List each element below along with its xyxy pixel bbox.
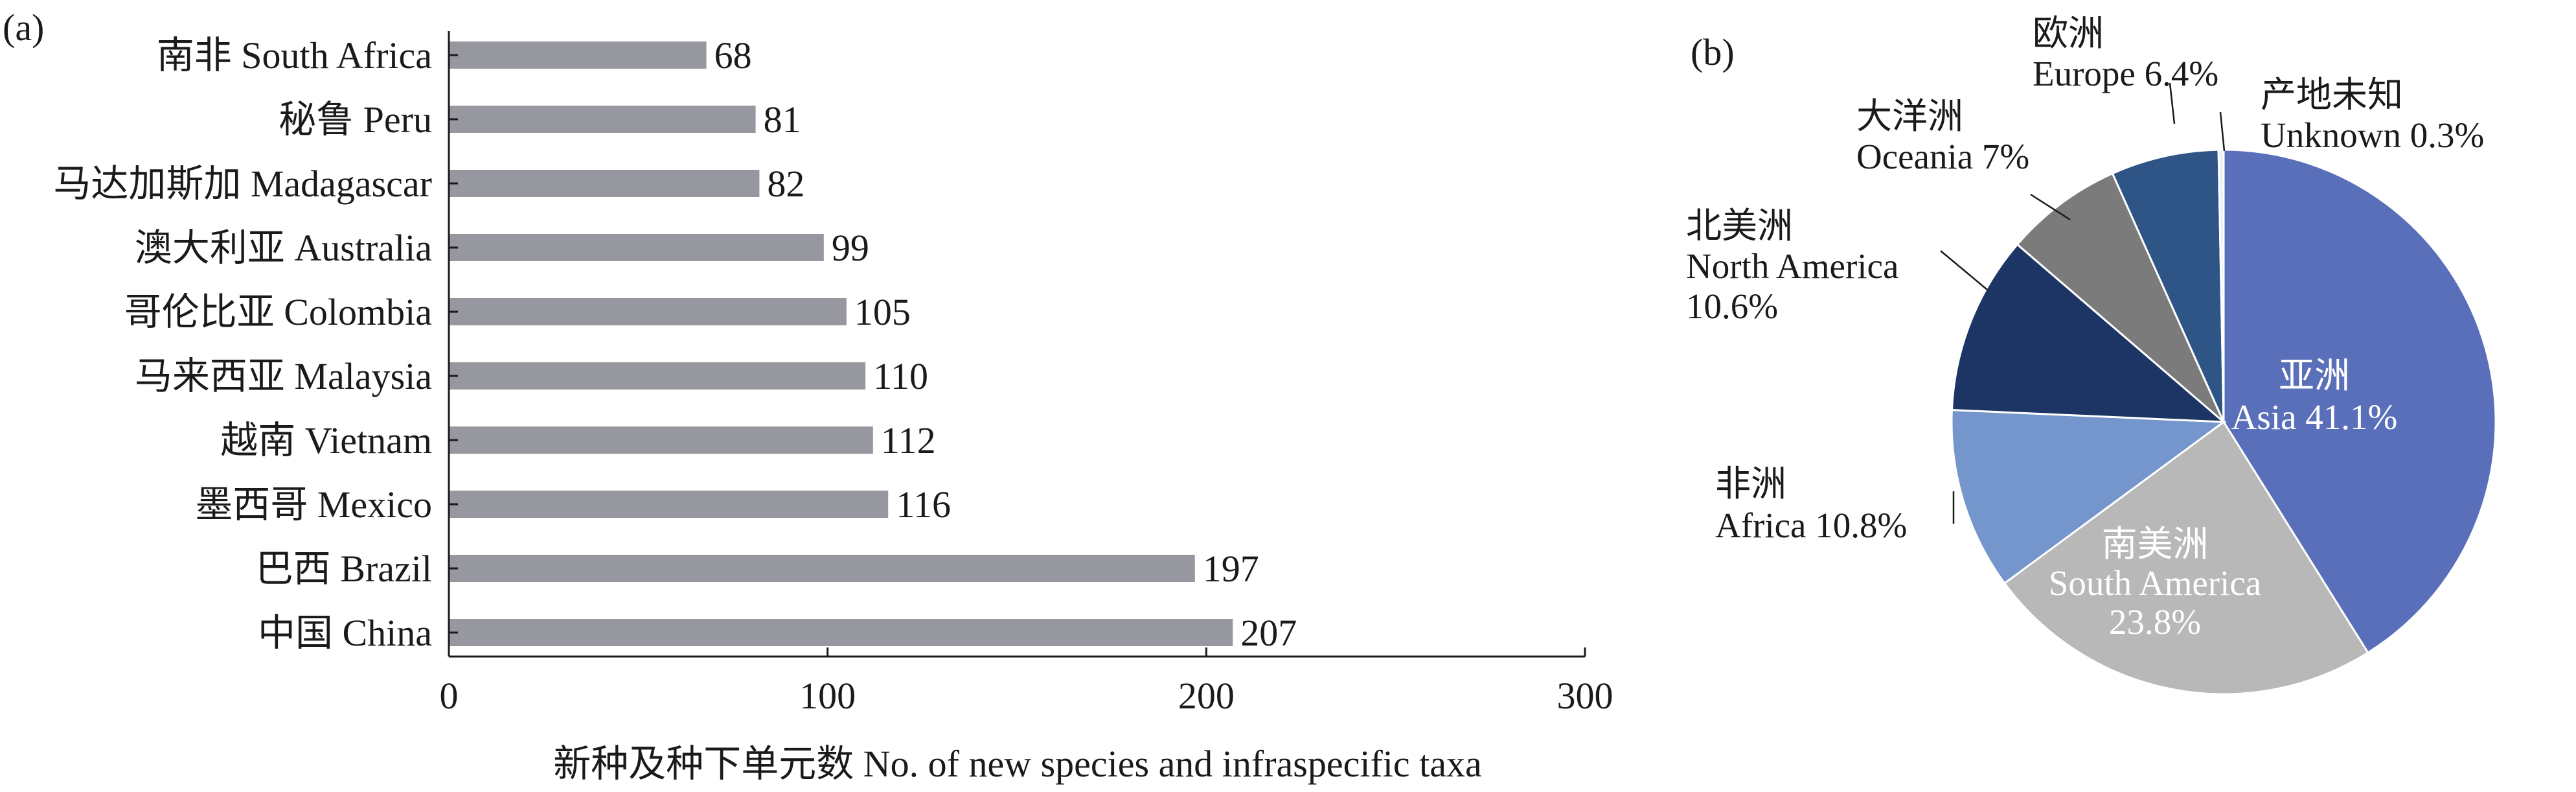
bar bbox=[449, 298, 847, 325]
category-label: 马达加斯加 Madagascar bbox=[53, 163, 432, 205]
leader-line bbox=[2030, 193, 2071, 221]
pie-label: Africa 10.8% bbox=[1715, 506, 1907, 545]
bars-layer: 南非 South Africa 68 秘鲁 Peru 81 马达加斯加 Madagasc… bbox=[53, 34, 1297, 654]
pie-label: 北美洲 bbox=[1686, 206, 1793, 246]
category-label: 澳大利亚 Australia bbox=[135, 227, 432, 269]
value-label: 207 bbox=[1240, 612, 1297, 654]
category-label: 中国 China bbox=[258, 612, 432, 654]
bar bbox=[449, 555, 1195, 582]
value-label: 99 bbox=[832, 227, 869, 269]
leader-line bbox=[2219, 111, 2226, 152]
panel-a-tag: (a) bbox=[3, 6, 44, 49]
pie-slice bbox=[2016, 172, 2225, 423]
pie-label: 亚洲 bbox=[2279, 356, 2350, 395]
pie-label: 产地未知 bbox=[2261, 75, 2403, 115]
panel-b-tag: (b) bbox=[1691, 31, 1735, 73]
pie-label: North America bbox=[1686, 246, 1898, 286]
category-label: 墨西哥 Mexico bbox=[195, 483, 432, 526]
bar bbox=[449, 619, 1233, 646]
x-tick-label: 200 bbox=[1178, 675, 1235, 717]
category-label: 秘鲁 Peru bbox=[279, 99, 432, 141]
pie-label: 大洋洲 bbox=[1856, 97, 1963, 136]
pie-label: Oceania 7% bbox=[1856, 137, 2029, 176]
value-label: 68 bbox=[714, 34, 752, 76]
bar bbox=[449, 362, 866, 390]
category-label: 哥伦比亚 Colombia bbox=[124, 291, 432, 333]
bar bbox=[449, 426, 873, 454]
value-label: 81 bbox=[764, 99, 801, 141]
bar-axes: 0 100 200 300 bbox=[440, 31, 1613, 717]
category-label: 南非 South Africa bbox=[157, 34, 432, 76]
pie-leader-lines bbox=[1940, 82, 2226, 524]
value-label: 110 bbox=[873, 355, 928, 397]
category-label: 巴西 Brazil bbox=[256, 548, 432, 590]
pie-slice bbox=[2222, 148, 2497, 655]
value-label: 112 bbox=[881, 419, 936, 461]
bar bbox=[449, 170, 760, 197]
pie-slice bbox=[1950, 408, 2227, 585]
pie-label: 23.8% bbox=[2109, 602, 2201, 642]
x-tick-label: 100 bbox=[799, 675, 856, 717]
x-tick-label: 300 bbox=[1557, 675, 1613, 717]
pie-label: Europe 6.4% bbox=[2033, 54, 2218, 93]
pie-label: 欧洲 bbox=[2033, 14, 2104, 53]
value-label: 197 bbox=[1203, 548, 1259, 590]
pie-label: South America bbox=[2049, 563, 2261, 603]
leader-line bbox=[1940, 250, 1988, 290]
category-label: 越南 Vietnam bbox=[220, 419, 432, 461]
pie-slice bbox=[2003, 420, 2369, 695]
pie-slice bbox=[2111, 148, 2225, 423]
bar bbox=[449, 41, 707, 69]
bar-chart: (a) 南非 South Africa 68 秘鲁 Peru 81 马达加斯加 Mada… bbox=[3, 6, 1613, 785]
value-label: 105 bbox=[854, 291, 911, 333]
bar bbox=[449, 106, 756, 133]
x-tick-label: 0 bbox=[440, 675, 459, 717]
pie-label: 南美洲 bbox=[2101, 524, 2208, 564]
value-label: 82 bbox=[767, 163, 804, 205]
x-axis-title: 新种及种下单元数 No. of new species and infraspe… bbox=[553, 743, 1482, 785]
pie-label: 非洲 bbox=[1715, 464, 1786, 504]
category-label: 马来西亚 Malaysia bbox=[135, 355, 432, 397]
pie-label: Asia 41.1% bbox=[2231, 397, 2398, 437]
value-label: 116 bbox=[896, 483, 951, 526]
bar bbox=[449, 234, 824, 261]
bar bbox=[449, 491, 889, 518]
pie-slice bbox=[1950, 243, 2227, 423]
leader-line bbox=[2169, 82, 2176, 124]
pie-slices bbox=[1950, 148, 2497, 695]
pie-label: 10.6% bbox=[1686, 286, 1778, 326]
pie-label: Unknown 0.3% bbox=[2261, 115, 2484, 155]
